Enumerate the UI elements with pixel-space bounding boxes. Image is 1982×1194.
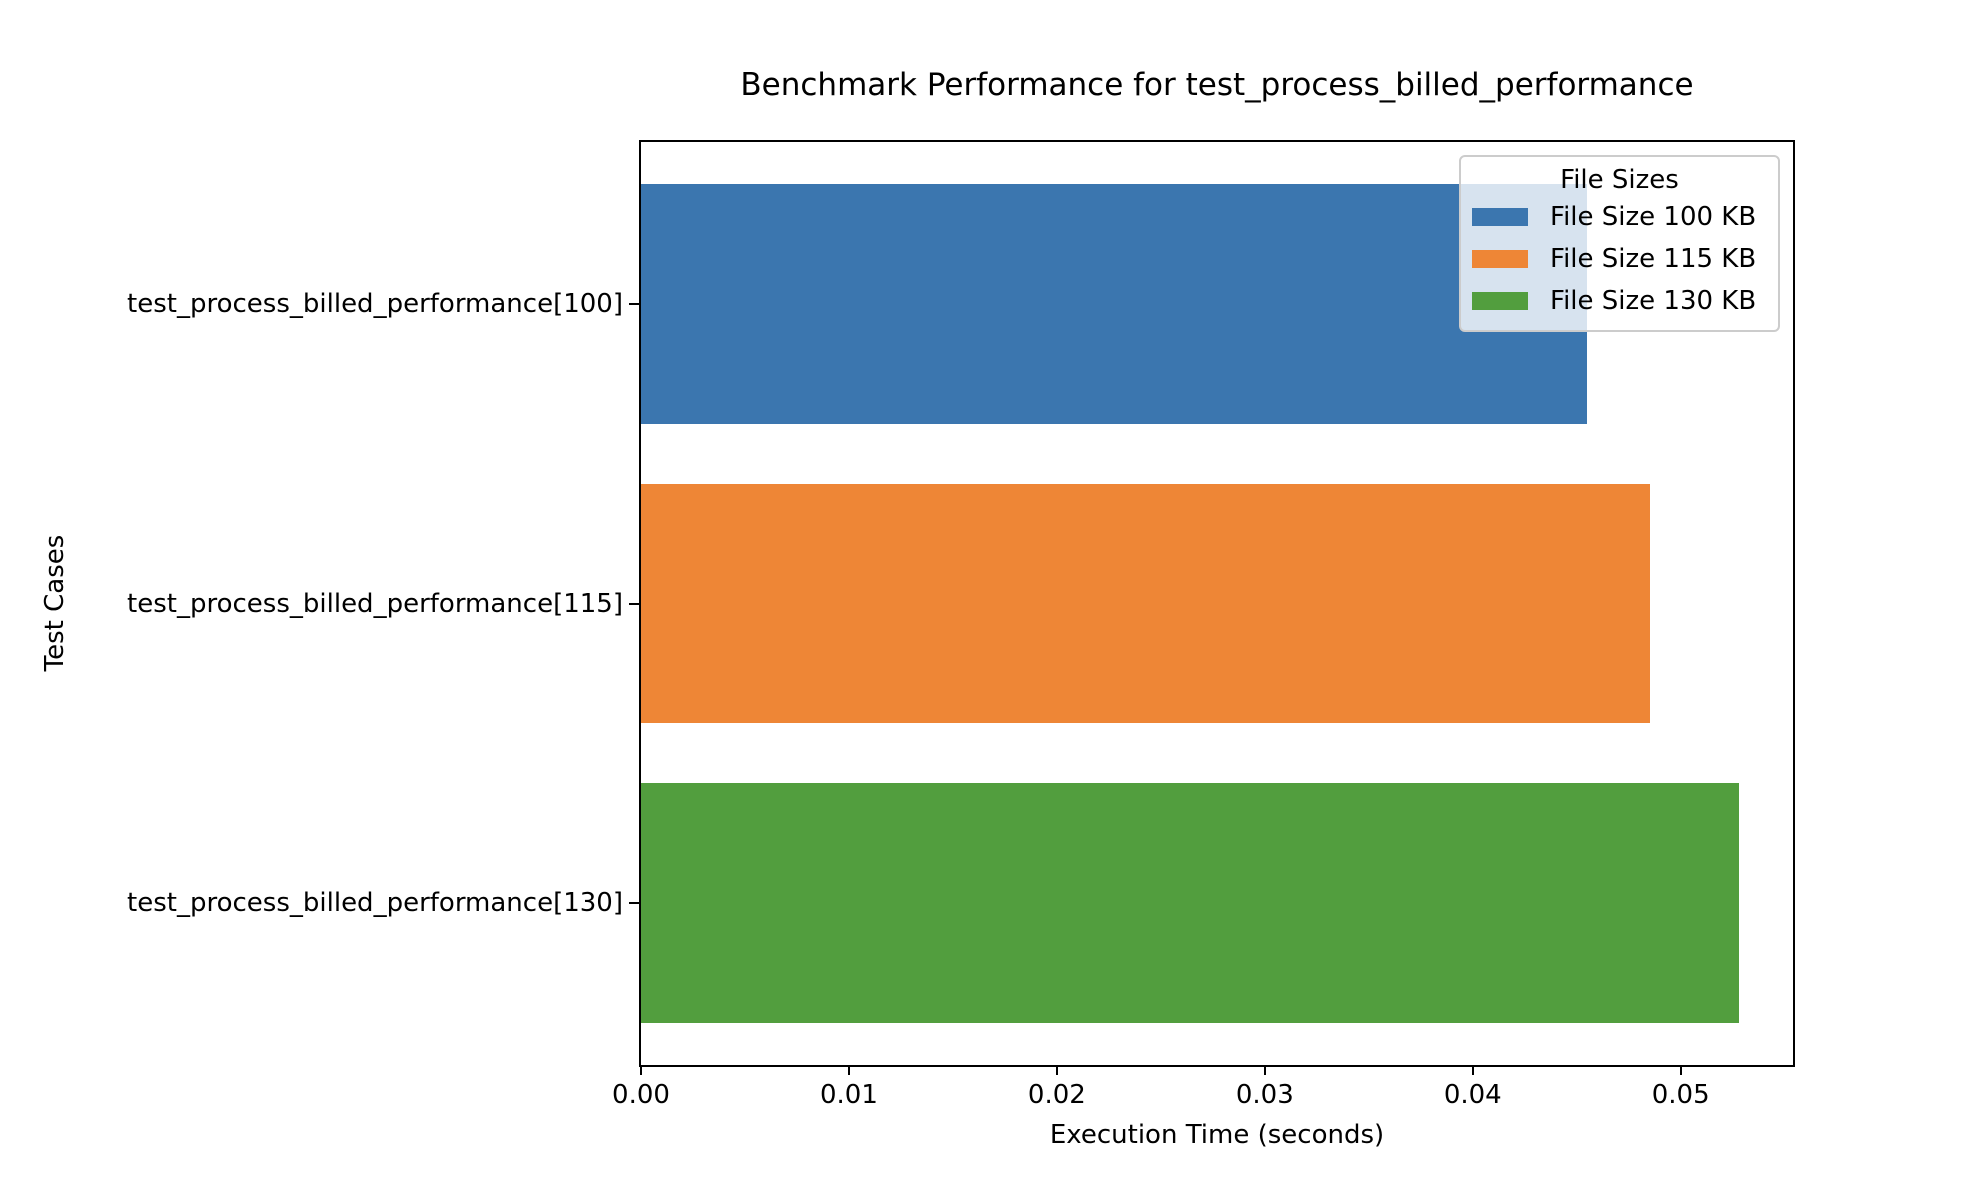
x-axis-label: Execution Time (seconds): [1049, 1120, 1385, 1150]
x-tick-mark: [640, 1065, 642, 1075]
x-tick-mark: [847, 1065, 850, 1075]
bar-3: [641, 783, 1739, 1024]
y-axis-label: Test Cases: [40, 534, 70, 672]
y-tick-label: test_process_billed_performance[115]: [127, 588, 623, 619]
legend-item-label: File Size 100 KB: [1550, 202, 1757, 232]
x-tick-mark: [1055, 1065, 1058, 1075]
x-tick-mark: [1679, 1065, 1682, 1075]
x-tick-mark: [1263, 1065, 1266, 1075]
legend-item: File Size 115 KB: [1461, 238, 1778, 280]
bar-1: [641, 183, 1588, 424]
x-tick-label: 0.05: [1651, 1080, 1710, 1110]
x-tick-label: 0.04: [1443, 1080, 1502, 1110]
bar-2: [641, 483, 1650, 724]
legend-item-label: File Size 115 KB: [1550, 244, 1757, 274]
legend-swatch-green-icon: [1472, 292, 1528, 310]
y-tick-mark: [629, 602, 639, 605]
x-tick-label: 0.01: [819, 1080, 878, 1110]
legend-title: File Sizes: [1560, 165, 1679, 195]
y-tick-mark: [629, 302, 639, 305]
x-tick-label: 0.00: [612, 1080, 670, 1110]
y-tick-label: test_process_billed_performance[100]: [127, 288, 623, 319]
legend: File Sizes File Size 100 KB File Size 11…: [1459, 155, 1780, 332]
legend-swatch-orange-icon: [1472, 250, 1528, 268]
chart-title: Benchmark Performance for test_process_b…: [740, 67, 1694, 103]
legend-item: File Size 100 KB: [1461, 196, 1778, 238]
y-tick-label: test_process_billed_performance[130]: [127, 888, 623, 919]
y-tick-mark: [629, 902, 639, 905]
legend-swatch-blue-icon: [1472, 208, 1528, 226]
x-tick-label: 0.03: [1235, 1080, 1294, 1110]
legend-item: File Size 130 KB: [1461, 280, 1778, 322]
x-tick-mark: [1471, 1065, 1474, 1075]
legend-item-label: File Size 130 KB: [1550, 286, 1757, 316]
x-tick-label: 0.02: [1027, 1080, 1086, 1110]
